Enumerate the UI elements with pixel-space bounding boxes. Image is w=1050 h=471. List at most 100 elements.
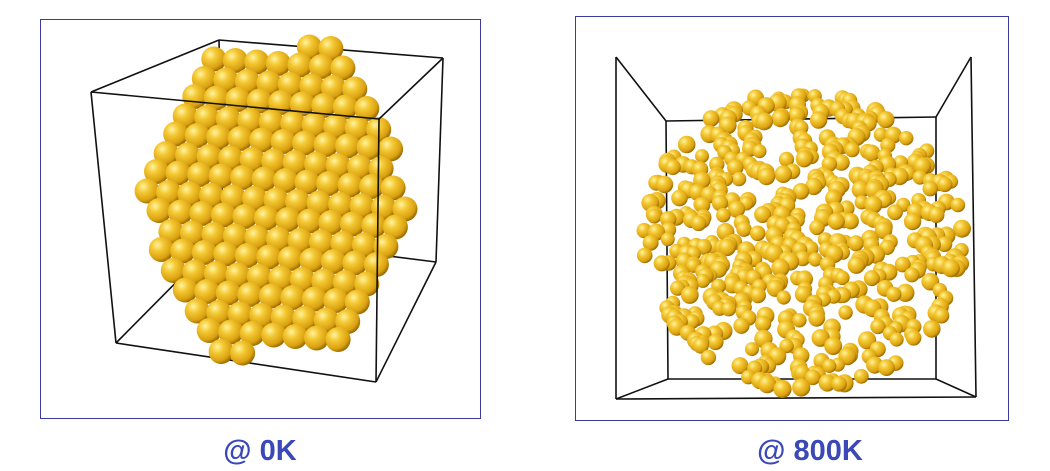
atom xyxy=(170,238,196,264)
atom xyxy=(765,244,784,263)
atom xyxy=(700,349,717,366)
atom xyxy=(809,111,828,129)
atom xyxy=(755,112,774,131)
atom xyxy=(822,358,837,373)
box-edge xyxy=(615,56,667,122)
atom xyxy=(870,318,886,335)
atom xyxy=(809,219,825,236)
atom xyxy=(677,135,696,154)
atom xyxy=(146,198,172,223)
atom-layer xyxy=(636,88,971,399)
atom xyxy=(313,132,339,157)
atom xyxy=(776,290,791,305)
atom xyxy=(811,329,830,347)
temperature-caption-0k: @ 0K xyxy=(223,435,297,467)
box-edge xyxy=(615,378,669,400)
atom xyxy=(736,221,752,237)
atom xyxy=(808,309,826,327)
atom xyxy=(275,207,301,232)
crystal-cluster-render xyxy=(90,34,444,383)
atom xyxy=(382,214,408,240)
atom xyxy=(380,175,406,201)
atom xyxy=(261,322,287,348)
atom xyxy=(249,127,275,153)
atom xyxy=(213,241,239,267)
atom xyxy=(230,340,256,366)
atom xyxy=(323,288,349,313)
atom xyxy=(792,183,810,200)
atom xyxy=(344,289,370,315)
atom xyxy=(778,151,795,167)
atom xyxy=(337,172,363,198)
atom xyxy=(745,342,759,357)
atom xyxy=(680,286,699,304)
simulation-panel-800k xyxy=(575,16,1009,421)
atom xyxy=(752,144,767,159)
atom xyxy=(172,277,198,303)
box-edge xyxy=(435,57,444,263)
atom xyxy=(320,249,346,274)
atom xyxy=(833,154,850,171)
atom xyxy=(655,175,674,194)
atom xyxy=(707,333,724,351)
atom xyxy=(210,202,236,228)
atom xyxy=(339,211,365,237)
atom xyxy=(356,135,382,160)
atom xyxy=(773,379,792,399)
atom xyxy=(923,320,941,338)
atom xyxy=(889,332,904,347)
atom xyxy=(733,317,750,334)
atom xyxy=(695,149,709,164)
atom xyxy=(222,48,248,73)
atom xyxy=(692,337,709,354)
atom xyxy=(218,319,244,345)
atom xyxy=(280,285,306,310)
atom xyxy=(887,204,903,221)
atom xyxy=(325,327,351,352)
atom xyxy=(273,168,299,193)
atom xyxy=(758,375,777,394)
box-edge xyxy=(90,39,220,93)
atom xyxy=(771,258,790,277)
atom xyxy=(749,225,766,242)
atom xyxy=(950,197,966,213)
box-edge xyxy=(378,57,444,120)
atom xyxy=(301,286,327,312)
atom xyxy=(805,369,821,386)
atom xyxy=(851,180,870,199)
atom xyxy=(311,93,337,118)
atom xyxy=(905,330,922,346)
atom xyxy=(774,165,793,183)
atom xyxy=(731,171,747,187)
atom xyxy=(873,127,889,142)
atom xyxy=(818,374,836,392)
atom xyxy=(184,298,210,324)
atom xyxy=(636,247,653,264)
atom xyxy=(805,177,823,196)
atom xyxy=(886,286,902,302)
atom xyxy=(896,283,915,302)
atom xyxy=(904,267,920,283)
atom xyxy=(792,378,811,397)
atom xyxy=(838,305,853,320)
atom xyxy=(853,368,869,384)
atom xyxy=(265,51,291,76)
atom xyxy=(378,136,404,162)
box-edge xyxy=(90,91,380,120)
atom xyxy=(953,219,971,238)
atom xyxy=(232,204,258,229)
atom xyxy=(711,194,728,212)
atom xyxy=(184,123,210,148)
atom xyxy=(277,246,303,271)
atom xyxy=(665,159,681,176)
atom xyxy=(716,207,731,223)
atom xyxy=(694,197,711,214)
atom xyxy=(792,313,807,328)
atom xyxy=(316,171,342,196)
atom xyxy=(332,94,358,120)
atom xyxy=(289,91,315,117)
atom xyxy=(727,159,744,176)
atom xyxy=(660,232,675,247)
atom xyxy=(208,163,234,189)
atom xyxy=(695,273,710,288)
